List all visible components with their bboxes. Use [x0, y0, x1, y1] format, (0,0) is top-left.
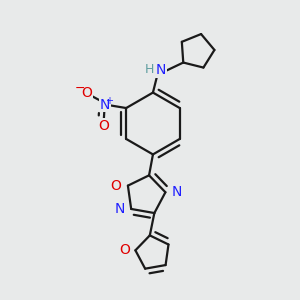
Text: N: N: [172, 185, 182, 199]
Text: N: N: [156, 64, 166, 77]
Text: H: H: [145, 63, 154, 76]
Text: O: O: [81, 86, 92, 100]
Text: +: +: [105, 96, 113, 106]
Text: O: O: [111, 179, 122, 193]
Text: N: N: [100, 98, 110, 112]
Text: −: −: [75, 82, 86, 95]
Text: N: N: [114, 202, 125, 216]
Text: O: O: [98, 119, 109, 133]
Text: O: O: [119, 243, 130, 257]
